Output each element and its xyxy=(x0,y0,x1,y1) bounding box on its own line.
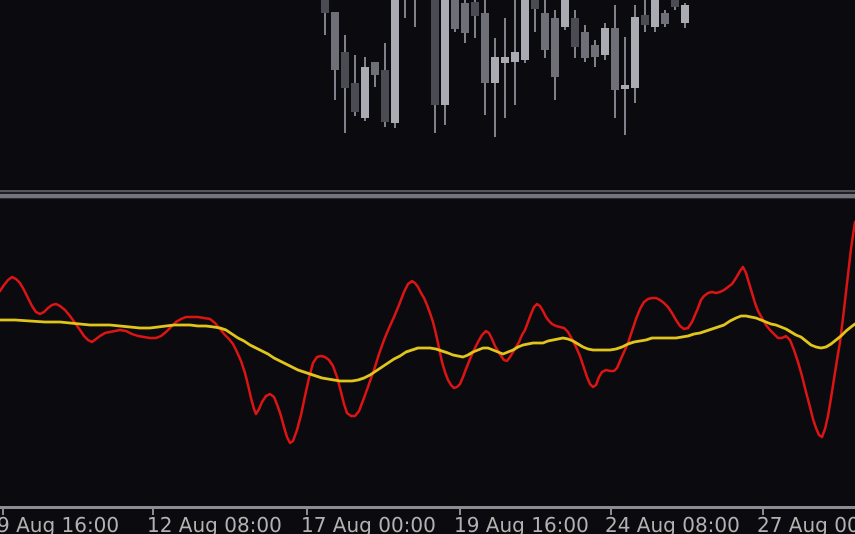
time-tick xyxy=(306,509,308,515)
candle-wick xyxy=(474,0,476,38)
candle-body xyxy=(531,0,539,9)
candle-body xyxy=(621,85,629,89)
time-tick xyxy=(2,509,4,515)
candle-body xyxy=(581,32,589,58)
candle-wick xyxy=(324,0,326,35)
time-label: 12 Aug 08:00 xyxy=(147,513,282,534)
candle-body xyxy=(321,0,329,13)
separator-edge xyxy=(0,198,855,199)
candle-body xyxy=(481,13,489,83)
candle-body xyxy=(511,52,519,62)
indicator-signal-line xyxy=(0,314,855,383)
candle-body xyxy=(441,0,449,105)
candle-body xyxy=(541,13,549,50)
candle-body xyxy=(501,57,509,63)
candle-body xyxy=(471,2,479,16)
candle-wick xyxy=(504,18,506,118)
candle-body xyxy=(601,28,609,55)
candle-wick xyxy=(494,38,496,137)
candle-wick xyxy=(404,0,406,18)
indicator-lines-group xyxy=(0,220,855,445)
candle-body xyxy=(351,83,359,112)
candle-wick xyxy=(534,0,536,32)
separator-top-stripe xyxy=(0,190,855,192)
candle-body xyxy=(451,0,459,29)
time-label: 24 Aug 08:00 xyxy=(605,513,740,534)
separator-groove xyxy=(0,192,855,194)
candle-body xyxy=(361,67,369,118)
time-label: 27 Aug 00:00 xyxy=(757,513,855,534)
time-axis-line xyxy=(0,506,855,509)
candle-wick xyxy=(414,0,416,27)
separator-bottom-stripe xyxy=(0,194,855,198)
pane-separator[interactable] xyxy=(0,190,855,199)
candle-body xyxy=(371,62,379,75)
time-tick xyxy=(610,509,612,515)
time-label: 17 Aug 00:00 xyxy=(301,513,436,534)
candle-body xyxy=(431,0,439,105)
candle-body xyxy=(391,0,399,123)
candle-body xyxy=(591,45,599,57)
candle-body xyxy=(681,5,689,23)
candle-body xyxy=(651,0,659,27)
time-tick xyxy=(152,509,154,515)
time-tick xyxy=(762,509,764,515)
candle-body xyxy=(381,70,389,122)
time-label: 19 Aug 16:00 xyxy=(454,513,589,534)
time-tick xyxy=(459,509,461,515)
candle-body xyxy=(521,0,529,60)
candle-body xyxy=(571,18,579,47)
candle-body xyxy=(491,57,499,83)
indicator-main-line xyxy=(0,220,855,445)
time-label: 9 Aug 16:00 xyxy=(0,513,120,534)
candle-body xyxy=(611,28,619,90)
candle-body xyxy=(341,52,349,88)
candle-body xyxy=(631,17,639,88)
candle-body xyxy=(551,18,559,77)
candle-body xyxy=(561,0,569,27)
time-axis[interactable] xyxy=(0,506,855,534)
candle-body xyxy=(661,13,669,24)
candle-body xyxy=(641,15,649,25)
candle-body xyxy=(461,3,469,33)
candle-body xyxy=(671,0,679,7)
candle-body xyxy=(331,12,339,70)
time-tick-group xyxy=(2,509,764,515)
candlestick-group xyxy=(321,0,689,137)
